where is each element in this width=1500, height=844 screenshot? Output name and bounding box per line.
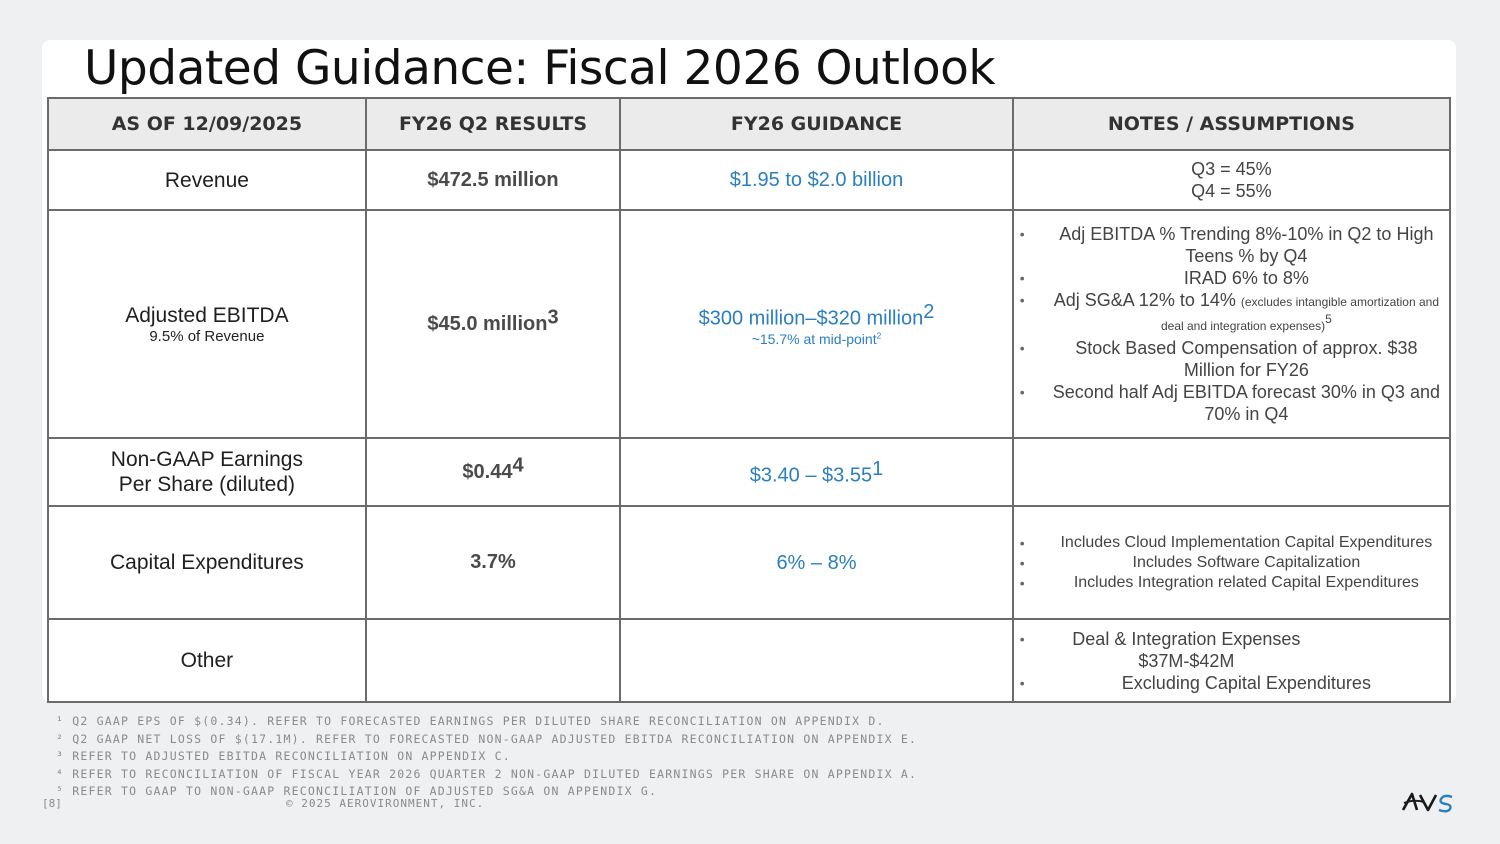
ebitda-metric-sub: 9.5% of Revenue (149, 327, 265, 345)
footnote-4: ⁴ REFER TO RECONCILIATION OF FISCAL YEAR… (56, 766, 918, 781)
ebitda-guidance: $300 million–$320 million2 ~15.7% at mid… (619, 209, 1014, 439)
list-item: Includes Cloud Implementation Capital Ex… (1020, 533, 1443, 553)
table-row-capex: Capital Expenditures 3.7% 6% – 8% Includ… (47, 505, 1452, 620)
eps-notes (1011, 437, 1452, 507)
list-item: Excluding Capital Expenditures (1020, 672, 1443, 694)
header-guidance: FY26 GUIDANCE (619, 97, 1014, 151)
table-row-other: Other Deal & Integration Expenses $37M-$… (47, 618, 1452, 703)
capex-result-value: 3.7% (470, 551, 516, 573)
ebitda-result: $45.0 million3 (364, 209, 622, 439)
table-row-revenue: Revenue $472.5 million $1.95 to $2.0 bil… (47, 149, 1452, 211)
sga-note-small: (excludes intangible amortization and de… (1160, 295, 1439, 333)
list-item: Includes Integration related Capital Exp… (1020, 573, 1443, 593)
capex-metric-label: Capital Expenditures (110, 551, 304, 574)
list-item: Adj EBITDA % Trending 8%-10% in Q2 to Hi… (1020, 223, 1443, 267)
eps-metric: Non-GAAP Earnings Per Share (diluted) (47, 437, 367, 507)
revenue-note-q3: Q3 = 45% (1191, 159, 1272, 179)
footnotes: ¹ Q2 GAAP EPS OF $(0.34). REFER TO FOREC… (56, 713, 917, 801)
other-result (364, 618, 622, 703)
list-item: Adj SG&A 12% to 14% (excludes intangible… (1020, 289, 1443, 337)
footnote-2: ² Q2 GAAP NET LOSS OF $(17.1M). REFER TO… (56, 731, 918, 746)
ebitda-metric: Adjusted EBITDA 9.5% of Revenue (47, 209, 367, 439)
list-item: Stock Based Compensation of approx. $38 … (1020, 337, 1443, 381)
footnote-5: ⁵ REFER TO GAAP TO NON-GAAP RECONCILIATI… (56, 784, 658, 798)
footnote-3: ³ REFER TO ADJUSTED EBITDA RECONCILIATIO… (56, 749, 511, 763)
header-notes: NOTES / ASSUMPTIONS (1011, 97, 1452, 151)
ebitda-metric-label: Adjusted EBITDA (125, 303, 289, 327)
list-item: IRAD 6% to 8% (1020, 267, 1443, 289)
capex-guidance: 6% – 8% (619, 505, 1014, 620)
header-as-of: AS OF 12/09/2025 (47, 97, 367, 151)
eps-metric-line2: Per Share (diluted) (118, 473, 296, 496)
ebitda-guidance-footnote: 2 (923, 300, 935, 323)
sga-note-footnote: 5 (1325, 312, 1332, 326)
capex-notes-list: Includes Cloud Implementation Capital Ex… (1020, 533, 1443, 593)
eps-result-value: $0.44 (462, 460, 513, 483)
guidance-table: AS OF 12/09/2025 FY26 Q2 RESULTS FY26 GU… (47, 97, 1452, 703)
revenue-guidance-value: $1.95 to $2.0 billion (729, 169, 904, 191)
other-notes-list: Deal & Integration Expenses $37M-$42M Ex… (1020, 628, 1443, 694)
other-notes: Deal & Integration Expenses $37M-$42M Ex… (1011, 618, 1452, 703)
page-title: Updated Guidance: Fiscal 2026 Outlook (84, 41, 996, 96)
ebitda-guidance-sub: ~15.7% at mid-point2 (627, 330, 1006, 348)
av-logo-icon (1401, 792, 1453, 813)
list-item: Includes Software Capitalization (1020, 553, 1443, 573)
list-item: Second half Adj EBITDA forecast 30% in Q… (1020, 381, 1443, 425)
footnote-1: ¹ Q2 GAAP EPS OF $(0.34). REFER TO FOREC… (56, 714, 885, 728)
ebitda-notes-list: Adj EBITDA % Trending 8%-10% in Q2 to Hi… (1020, 223, 1443, 425)
other-metric: Other (47, 618, 367, 703)
revenue-metric: Revenue (47, 149, 367, 211)
revenue-note-q4: Q4 = 55% (1191, 181, 1272, 201)
copyright: © 2025 AEROVIRONMENT, INC. (286, 797, 485, 810)
capex-metric: Capital Expenditures (47, 505, 367, 620)
revenue-result-value: $472.5 million (427, 168, 559, 191)
revenue-notes: Q3 = 45% Q4 = 55% (1011, 149, 1452, 211)
ebitda-notes: Adj EBITDA % Trending 8%-10% in Q2 to Hi… (1011, 209, 1452, 439)
eps-result: $0.444 (364, 437, 622, 507)
page-number: [8] (42, 797, 62, 810)
table-header-row: AS OF 12/09/2025 FY26 Q2 RESULTS FY26 GU… (47, 97, 1452, 151)
table-row-ebitda: Adjusted EBITDA 9.5% of Revenue $45.0 mi… (47, 209, 1452, 439)
revenue-result: $472.5 million (364, 149, 622, 211)
table-row-eps: Non-GAAP Earnings Per Share (diluted) $0… (47, 437, 1452, 507)
eps-guidance: $3.40 – $3.551 (619, 437, 1014, 507)
other-guidance (619, 618, 1014, 703)
eps-guidance-footnote: 1 (872, 457, 884, 480)
revenue-metric-label: Revenue (164, 168, 249, 192)
ebitda-midpoint-footnote: 2 (876, 330, 882, 341)
ebitda-midpoint-text: ~15.7% at mid-point (751, 331, 877, 348)
ebitda-result-value: $45.0 million (427, 312, 548, 335)
eps-metric-line1: Non-GAAP Earnings (110, 448, 303, 471)
revenue-guidance: $1.95 to $2.0 billion (619, 149, 1014, 211)
eps-result-footnote: 4 (512, 454, 524, 477)
ebitda-guidance-value: $300 million–$320 million (698, 307, 924, 330)
capex-guidance-value: 6% – 8% (776, 551, 857, 574)
list-item: Deal & Integration Expenses $37M-$42M (1020, 628, 1443, 672)
header-q2-results: FY26 Q2 RESULTS (364, 97, 622, 151)
ebitda-result-footnote: 3 (547, 306, 559, 329)
sga-note-text: Adj SG&A 12% to 14% (1053, 290, 1236, 310)
capex-result: 3.7% (364, 505, 622, 620)
other-metric-label: Other (180, 649, 234, 672)
capex-notes: Includes Cloud Implementation Capital Ex… (1011, 505, 1452, 620)
eps-guidance-value: $3.40 – $3.55 (749, 464, 873, 487)
